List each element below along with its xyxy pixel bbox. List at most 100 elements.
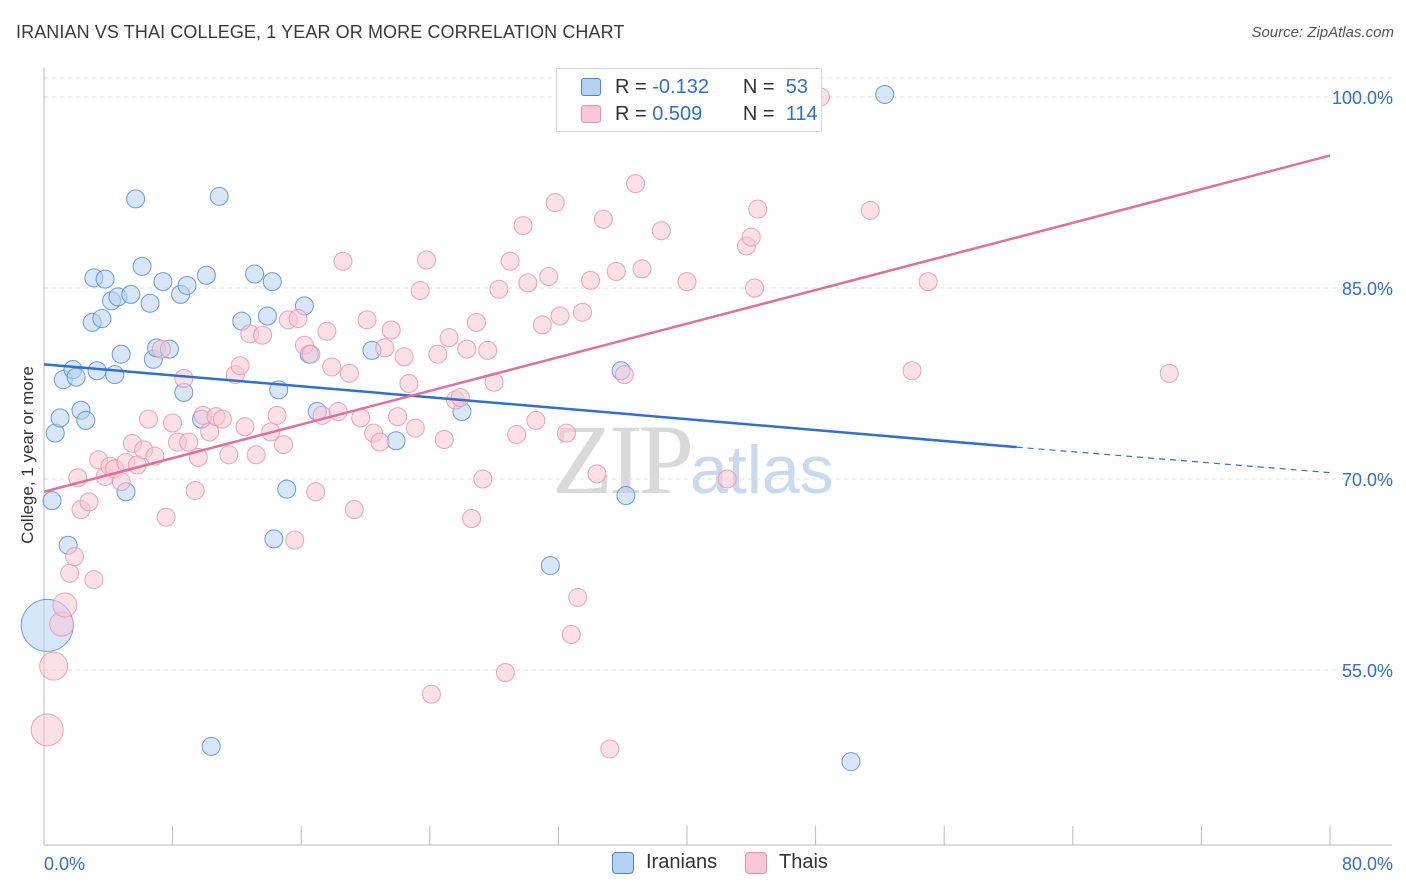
- y-tick-label: 100.0%: [1332, 88, 1393, 108]
- legend-swatch-thais: [745, 851, 767, 874]
- legend-label-thais: Thais: [779, 851, 828, 873]
- iranians-point: [76, 410, 96, 430]
- thais-point: [235, 417, 255, 437]
- iranians-point: [245, 264, 265, 284]
- legend-r-value: -0.132: [652, 75, 709, 98]
- iranians-point: [95, 269, 115, 289]
- thais-point: [457, 339, 477, 359]
- iranians-point: [262, 272, 282, 292]
- thais-point: [651, 221, 671, 241]
- thais-point: [439, 328, 459, 348]
- thais-point: [556, 423, 576, 443]
- thais-point: [212, 409, 232, 429]
- iranians-point: [177, 275, 197, 295]
- thais-point: [163, 413, 183, 433]
- legend-n-label: N =: [742, 75, 775, 98]
- thais-point: [357, 310, 377, 330]
- iranians-point: [66, 367, 86, 387]
- thais-point: [230, 356, 250, 376]
- iranians-point: [92, 309, 112, 329]
- iranians-point: [201, 736, 221, 756]
- thais-point: [246, 445, 266, 465]
- legend-row-iranians: R = -0.132 N = 53: [581, 75, 808, 99]
- legend-item-thais[interactable]: Thais: [745, 851, 828, 874]
- thais-point: [918, 272, 938, 292]
- thais-point: [344, 500, 364, 520]
- iranians-point: [121, 284, 141, 304]
- thais-point: [632, 259, 652, 279]
- y-axis-label: College, 1 year or more: [18, 366, 37, 544]
- thais-point: [156, 507, 176, 527]
- thais-point: [405, 418, 425, 438]
- legend-row-thais: R = 0.509 N = 114: [581, 102, 818, 126]
- thais-point: [274, 435, 294, 455]
- thais-point: [507, 424, 527, 444]
- thais-point: [532, 315, 552, 335]
- legend-r-value: 0.509: [652, 102, 703, 125]
- thais-trend-line: [43, 154, 1331, 493]
- legend-n-label: N =: [742, 102, 775, 125]
- thais-point: [581, 270, 601, 290]
- chart-title: IRANIAN VS THAI COLLEGE, 1 YEAR OR MORE …: [16, 22, 625, 42]
- legend-item-iranians[interactable]: Iranians: [612, 851, 717, 874]
- legend-n-value: 114: [785, 102, 818, 125]
- thais-point: [328, 402, 348, 422]
- thais-point: [600, 739, 620, 759]
- thais-point: [568, 587, 588, 607]
- thais-point: [138, 409, 158, 429]
- iranians-point: [126, 189, 146, 209]
- iranians-point: [257, 306, 277, 326]
- thais-point: [545, 193, 565, 213]
- legend-swatch-iranians: [581, 78, 601, 96]
- thais-point: [606, 261, 626, 281]
- thais-point: [539, 267, 559, 287]
- thais-point: [489, 279, 509, 299]
- thais-point: [717, 469, 737, 489]
- thais-point: [219, 445, 239, 465]
- axes: [43, 68, 1392, 846]
- thais-point: [410, 281, 430, 301]
- iranians-point: [132, 256, 152, 276]
- x-tick-label: 80.0%: [1342, 854, 1393, 874]
- thais-point: [466, 312, 486, 332]
- grid-lines: [44, 77, 1392, 671]
- thais-point: [561, 624, 581, 644]
- thais-point: [306, 482, 326, 502]
- legend-swatch-iranians: [612, 851, 634, 874]
- thais-point: [1159, 363, 1179, 383]
- thais-point: [151, 339, 171, 359]
- thais-point: [500, 251, 520, 271]
- thais-point: [421, 684, 441, 704]
- series-legend: Iranians Thais: [0, 851, 1406, 877]
- thais-point: [434, 430, 454, 450]
- iranians-point: [87, 361, 107, 381]
- thais-point: [301, 344, 321, 364]
- tick-labels: 55.0% 70.0% 85.0% 100.0% 0.0% 80.0%: [44, 88, 1393, 874]
- thais-point: [428, 344, 448, 364]
- thais-point: [626, 174, 646, 194]
- thais-point: [417, 250, 437, 270]
- thais-point: [84, 570, 104, 590]
- thais-point: [478, 340, 498, 360]
- thais-point: [79, 492, 99, 512]
- legend-r-label: R =: [615, 102, 647, 125]
- y-tick-label: 85.0%: [1342, 279, 1393, 299]
- iranians-point: [42, 491, 62, 511]
- thais-point: [333, 251, 353, 271]
- iranians-point: [841, 752, 861, 772]
- y-tick-label: 70.0%: [1342, 470, 1393, 490]
- series-iranians-points: [20, 84, 895, 772]
- thais-point: [375, 338, 395, 358]
- thais-point: [587, 464, 607, 484]
- iranians-trend-line: [43, 363, 1017, 449]
- legend-r-label: R =: [615, 75, 647, 98]
- thais-point: [30, 713, 64, 747]
- thais-point: [381, 320, 401, 340]
- iranians-point: [153, 272, 173, 292]
- thais-point: [267, 405, 287, 425]
- thais-point: [745, 278, 765, 298]
- thais-point: [526, 410, 546, 430]
- iranians-point: [105, 365, 125, 385]
- thais-point: [593, 209, 613, 229]
- trend-lines: [43, 154, 1331, 493]
